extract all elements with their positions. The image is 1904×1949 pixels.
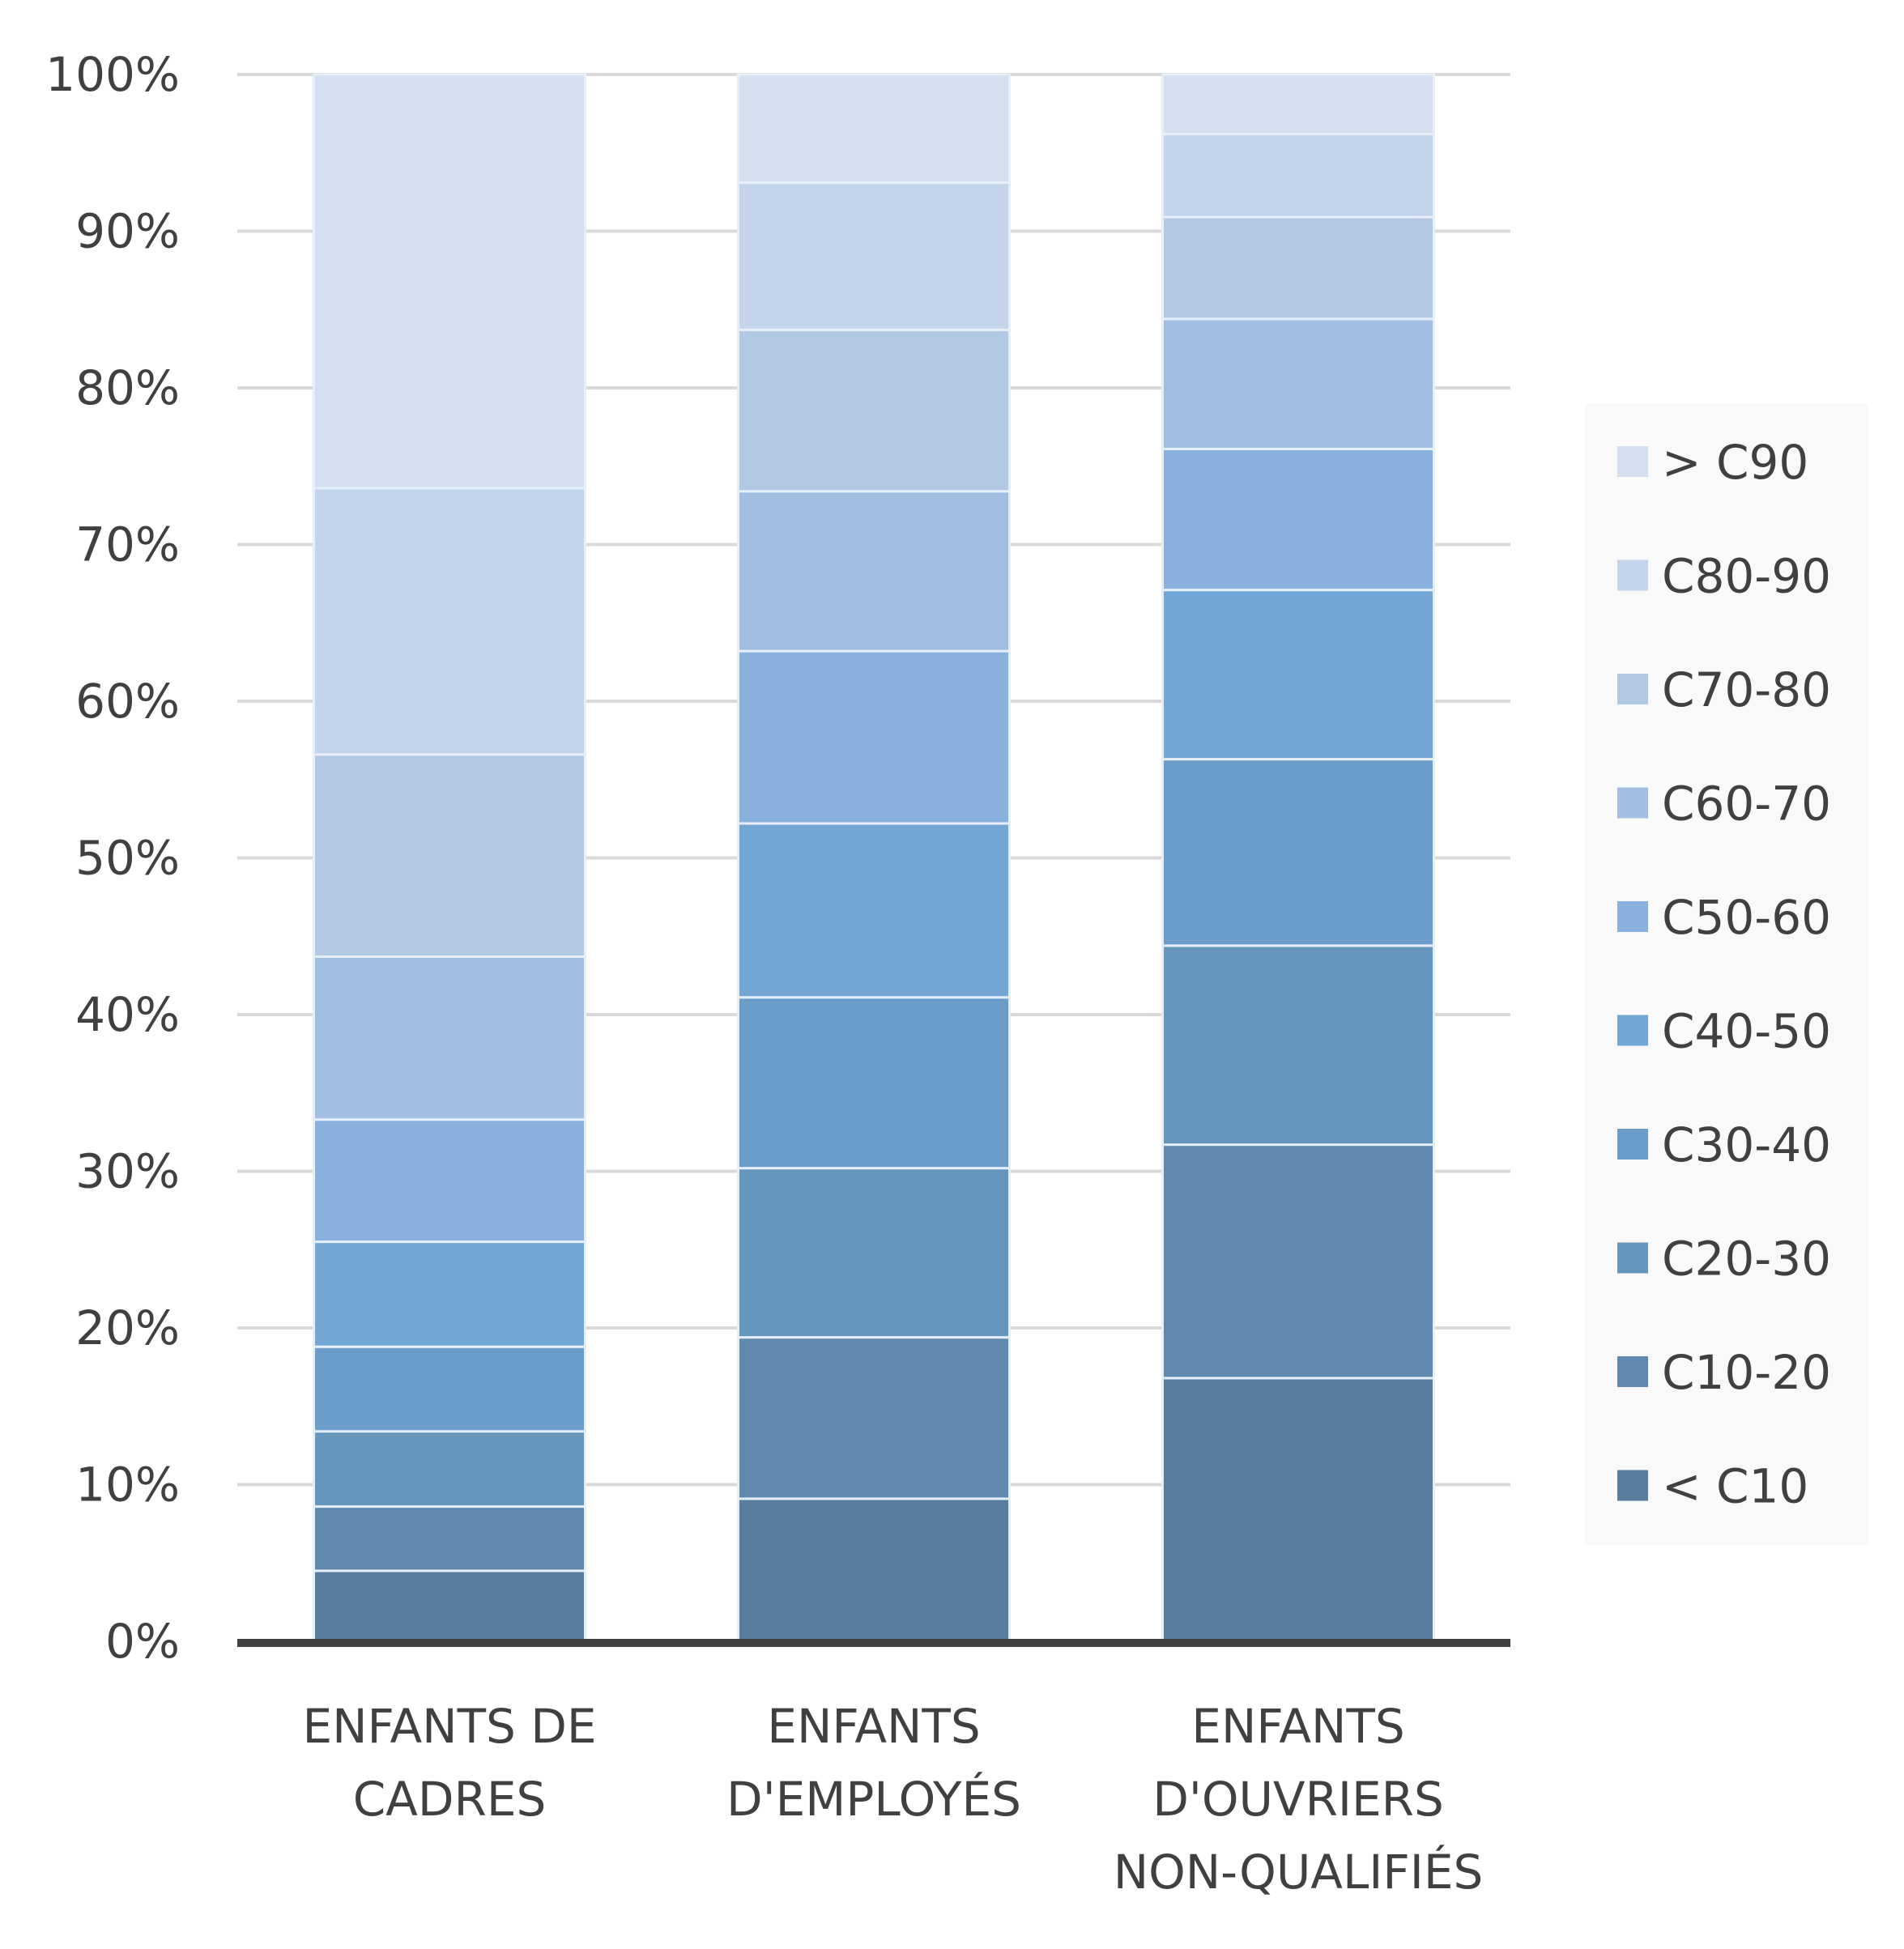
legend-label: < C10 (1662, 1459, 1808, 1514)
y-tick-label: 90% (75, 204, 180, 259)
bar-segment (1161, 73, 1435, 136)
legend-swatch (1617, 787, 1648, 819)
legend-label: C30-40 (1662, 1117, 1831, 1172)
bar-segment (1161, 215, 1435, 321)
bar-segment (737, 73, 1011, 185)
bar-segment (313, 753, 586, 958)
legend: > C90 C80-90 C70-80 C60-70 C50-60 C40-50 C30-4… (1585, 403, 1868, 1545)
bar-segment (313, 955, 586, 1121)
bar-segment (737, 328, 1011, 493)
bar-segment (737, 490, 1011, 653)
legend-swatch (1617, 1470, 1648, 1501)
bar-segment (737, 649, 1011, 825)
y-tick-label: 80% (75, 360, 180, 415)
y-tick-label: 70% (75, 517, 180, 572)
bar-segment (1161, 317, 1435, 450)
bar-segment (313, 1569, 586, 1643)
bar-segment (1161, 589, 1435, 761)
y-tick-label: 40% (75, 987, 180, 1042)
x-tick-label: ENFANTS (767, 1699, 980, 1754)
bar-segment (313, 73, 586, 490)
legend-swatch (1617, 1242, 1648, 1274)
bar-segment (1161, 1143, 1435, 1380)
legend-label: C60-70 (1662, 777, 1831, 832)
y-tick-label: 100% (45, 47, 180, 102)
bar-segment (737, 1497, 1011, 1643)
bar-segment (313, 1118, 586, 1244)
bar-segment (737, 996, 1011, 1170)
legend-swatch (1617, 1356, 1648, 1387)
legend-label: C80-90 (1662, 549, 1831, 604)
bar-segment (737, 181, 1011, 331)
legend-swatch (1617, 560, 1648, 591)
bar-segment (737, 822, 1011, 999)
x-tick-label: D'EMPLOYÉS (726, 1771, 1021, 1827)
x-tick-label: NON-QUALIFIÉS (1114, 1844, 1484, 1900)
bar-segment (313, 1240, 586, 1348)
bar-segment (1161, 133, 1435, 219)
bar-segment (313, 1505, 586, 1572)
legend-swatch (1617, 901, 1648, 932)
bar-segment (1161, 447, 1435, 592)
legend-label: C10-20 (1662, 1345, 1831, 1400)
bar-segment (313, 487, 586, 756)
bar-segment (313, 1345, 586, 1433)
legend-background (1585, 403, 1868, 1545)
bar-segment (1161, 944, 1435, 1147)
legend-swatch (1617, 446, 1648, 477)
y-tick-label: 50% (75, 831, 180, 886)
legend-swatch (1617, 674, 1648, 704)
y-tick-label: 10% (75, 1457, 180, 1513)
bar-segment (737, 1167, 1011, 1339)
x-tick-label: ENFANTS (1191, 1699, 1404, 1754)
bars (313, 73, 1435, 1643)
x-tick-label: D'OUVRIERS (1152, 1772, 1444, 1827)
legend-label: C40-50 (1662, 1004, 1831, 1059)
legend-label: C70-80 (1662, 662, 1831, 717)
bar-segment (1161, 1377, 1435, 1643)
bar-segment (1161, 758, 1435, 947)
legend-label: > C90 (1662, 435, 1808, 490)
legend-label: C50-60 (1662, 890, 1831, 945)
bar-segment (313, 1430, 586, 1509)
legend-label: C20-30 (1662, 1232, 1831, 1287)
bar-segment (737, 1336, 1011, 1500)
x-tick-label: CADRES (353, 1772, 547, 1827)
y-axis: 0% 10% 20% 30% 40% 50% 60% 70% 80% 90% 100% (45, 47, 180, 1669)
legend-swatch (1617, 1129, 1648, 1160)
x-axis: ENFANTS DE CADRES ENFANTS D'EMPLOYÉS ENFANTS… (302, 1699, 1483, 1900)
legend-swatch (1617, 1015, 1648, 1046)
y-tick-label: 20% (75, 1300, 180, 1355)
y-tick-label: 0% (105, 1614, 180, 1669)
y-tick-label: 30% (75, 1144, 180, 1199)
x-tick-label: ENFANTS DE (302, 1699, 596, 1754)
y-tick-label: 60% (75, 674, 180, 729)
